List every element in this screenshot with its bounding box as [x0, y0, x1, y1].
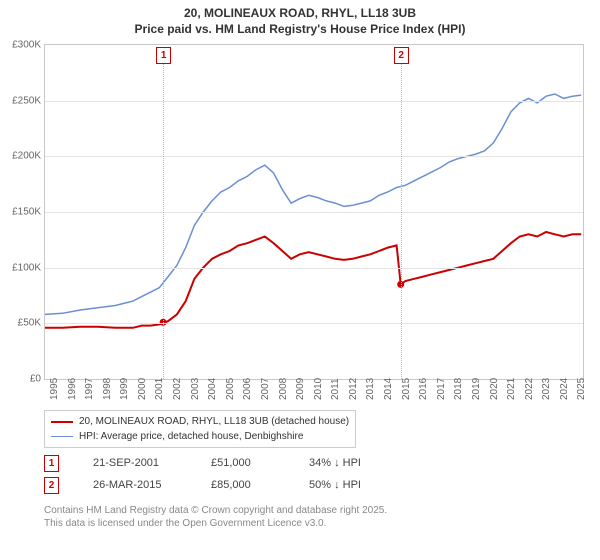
sale-row: 1 21-SEP-2001 £51,000 34% ↓ HPI [44, 452, 361, 474]
x-axis-label: 2014 [383, 378, 394, 400]
y-axis-label: £100K [1, 262, 41, 273]
chart-container: 20, MOLINEAUX ROAD, RHYL, LL18 3UB Price… [0, 0, 600, 560]
title-line2: Price paid vs. HM Land Registry's House … [0, 22, 600, 38]
y-axis-label: £250K [1, 95, 41, 106]
footer-line2: This data is licensed under the Open Gov… [44, 517, 387, 530]
gridline [45, 156, 583, 157]
x-axis-label: 1998 [102, 378, 113, 400]
legend-item-hpi: HPI: Average price, detached house, Denb… [51, 429, 349, 444]
sale-price: £51,000 [211, 457, 281, 469]
marker-line [401, 63, 402, 379]
sale-date: 26-MAR-2015 [93, 479, 183, 491]
x-axis-label: 2000 [137, 378, 148, 400]
x-axis-label: 1995 [49, 378, 60, 400]
footer-line1: Contains HM Land Registry data © Crown c… [44, 504, 387, 517]
x-axis-label: 2008 [278, 378, 289, 400]
gridline [45, 268, 583, 269]
legend: 20, MOLINEAUX ROAD, RHYL, LL18 3UB (deta… [44, 410, 356, 448]
footer: Contains HM Land Registry data © Crown c… [44, 504, 387, 530]
x-axis-label: 1996 [67, 378, 78, 400]
gridline [45, 323, 583, 324]
y-axis-label: £50K [1, 318, 41, 329]
x-axis-label: 2017 [436, 378, 447, 400]
x-axis-label: 2020 [489, 378, 500, 400]
sale-price: £85,000 [211, 479, 281, 491]
x-axis-label: 2019 [471, 378, 482, 400]
sale-marker: 1 [44, 455, 59, 472]
chart-title: 20, MOLINEAUX ROAD, RHYL, LL18 3UB Price… [0, 0, 600, 37]
x-axis-label: 2004 [207, 378, 218, 400]
x-axis-label: 2010 [313, 378, 324, 400]
gridline [45, 101, 583, 102]
sale-date: 21-SEP-2001 [93, 457, 183, 469]
title-line1: 20, MOLINEAUX ROAD, RHYL, LL18 3UB [0, 6, 600, 22]
x-axis-label: 2013 [365, 378, 376, 400]
x-axis-label: 2011 [330, 378, 341, 400]
marker-box: 2 [394, 47, 409, 64]
x-axis-label: 2021 [506, 378, 517, 400]
y-axis-label: £300K [1, 40, 41, 51]
legend-label: 20, MOLINEAUX ROAD, RHYL, LL18 3UB (deta… [79, 414, 349, 429]
x-axis-label: 2016 [418, 378, 429, 400]
gridline [45, 212, 583, 213]
x-axis-label: 2024 [559, 378, 570, 400]
x-axis-label: 2002 [172, 378, 183, 400]
x-axis-label: 2022 [524, 378, 535, 400]
x-axis-label: 2023 [541, 378, 552, 400]
x-axis-label: 2009 [295, 378, 306, 400]
legend-label: HPI: Average price, detached house, Denb… [79, 429, 303, 444]
legend-swatch [51, 421, 73, 423]
x-axis-label: 2005 [225, 378, 236, 400]
x-axis-label: 2025 [576, 378, 587, 400]
sale-row: 2 26-MAR-2015 £85,000 50% ↓ HPI [44, 474, 361, 496]
sales-table: 1 21-SEP-2001 £51,000 34% ↓ HPI 2 26-MAR… [44, 452, 361, 496]
x-axis-label: 1999 [119, 378, 130, 400]
legend-item-price-paid: 20, MOLINEAUX ROAD, RHYL, LL18 3UB (deta… [51, 414, 349, 429]
marker-line [163, 63, 164, 379]
x-axis-label: 1997 [84, 378, 95, 400]
x-axis-label: 2018 [453, 378, 464, 400]
series-price_paid [45, 232, 581, 328]
y-axis-label: £0 [1, 374, 41, 385]
sale-pct: 50% ↓ HPI [309, 479, 361, 491]
x-axis-label: 2001 [154, 378, 165, 400]
sale-pct: 34% ↓ HPI [309, 457, 361, 469]
legend-swatch [51, 436, 73, 437]
x-axis-label: 2007 [260, 378, 271, 400]
x-axis-label: 2015 [401, 378, 412, 400]
y-axis-label: £200K [1, 151, 41, 162]
x-axis-label: 2003 [190, 378, 201, 400]
x-axis-label: 2006 [242, 378, 253, 400]
series-hpi [45, 94, 581, 314]
x-axis-label: 2012 [348, 378, 359, 400]
plot-area: £0£50K£100K£150K£200K£250K£300K199519961… [44, 44, 584, 380]
sale-marker: 2 [44, 477, 59, 494]
y-axis-label: £150K [1, 207, 41, 218]
marker-box: 1 [156, 47, 171, 64]
